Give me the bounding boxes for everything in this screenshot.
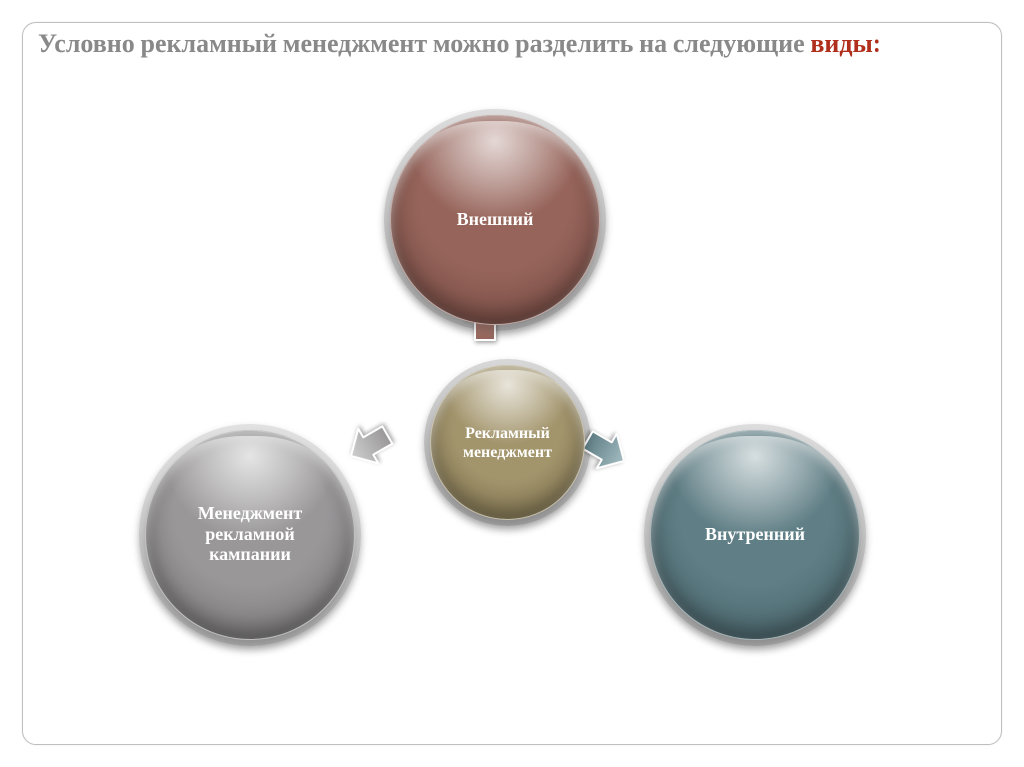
hub-label: Рекламныйменеджмент	[463, 424, 552, 461]
node-bubble-top: Внешний	[390, 115, 600, 325]
hub-bubble: Рекламныйменеджмент	[430, 365, 585, 520]
diagram-stage: Рекламныйменеджмент Внешний Менеджментрекл…	[0, 0, 1024, 767]
node-label-left: Менеджментрекламнойкампании	[198, 504, 302, 566]
node-bubble-right: Внутренний	[650, 430, 860, 640]
arrow-to-left	[338, 414, 402, 476]
node-label-top: Внешний	[457, 210, 534, 231]
slide: Условно рекламный менеджмент можно разде…	[0, 0, 1024, 767]
node-label-right: Внутренний	[705, 525, 805, 546]
node-bubble-left: Менеджментрекламнойкампании	[145, 430, 355, 640]
